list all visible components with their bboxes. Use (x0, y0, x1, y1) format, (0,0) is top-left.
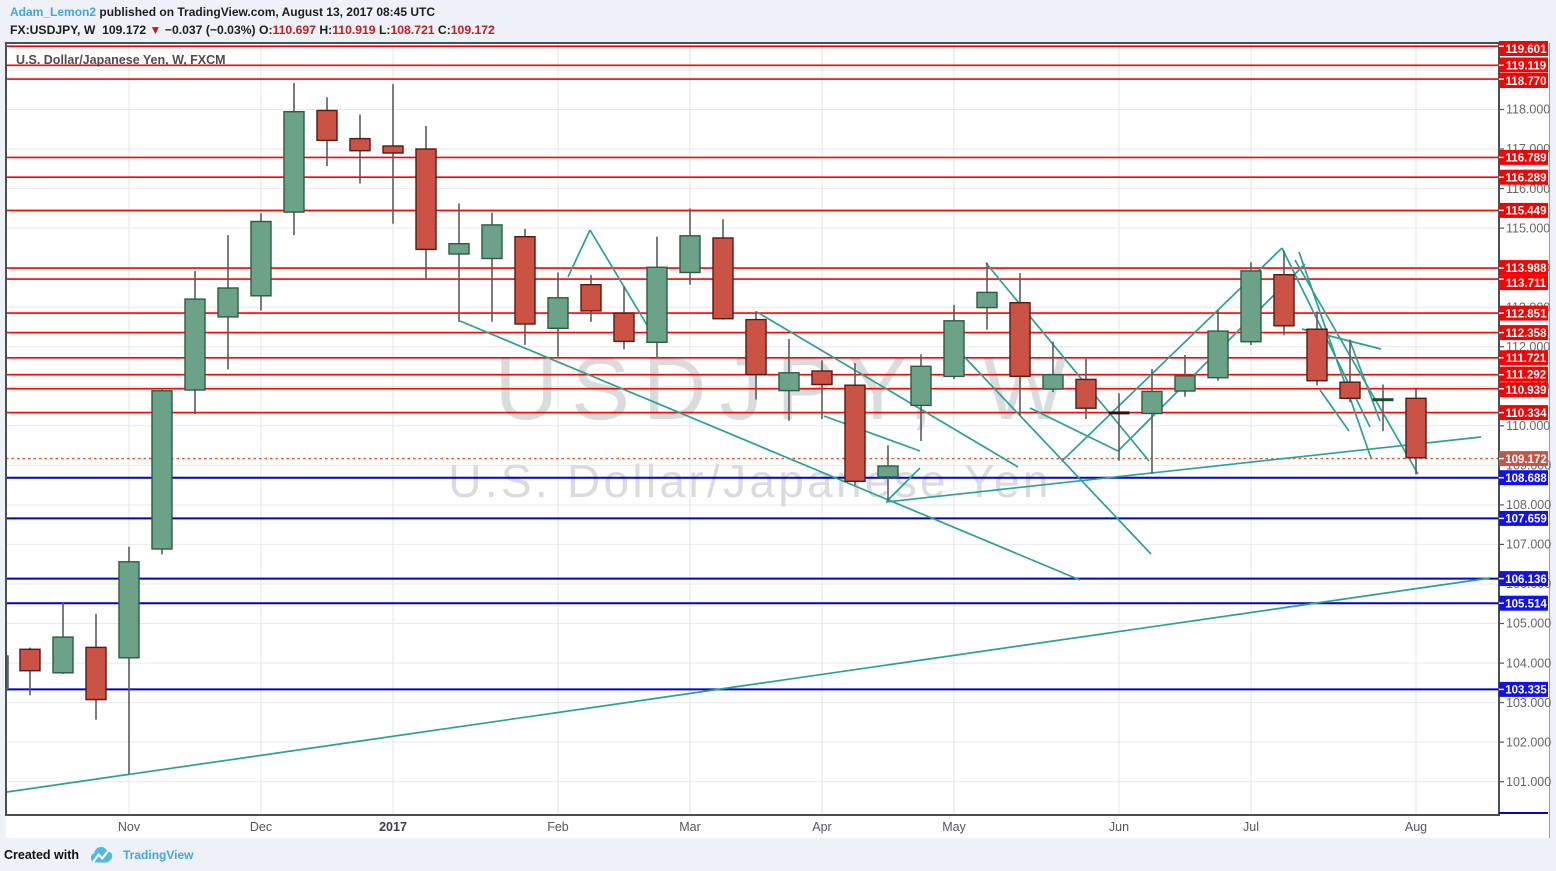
svg-text:116.000: 116.000 (1506, 182, 1550, 196)
svg-text:116.789: 116.789 (1506, 153, 1547, 165)
svg-text:Jul: Jul (1243, 820, 1259, 834)
svg-text:113.711: 113.711 (1506, 278, 1547, 290)
svg-text:Jun: Jun (1109, 820, 1129, 834)
svg-text:U.S. Dollar/Japanese Yen, W, F: U.S. Dollar/Japanese Yen, W, FXCM (16, 53, 226, 67)
svg-text:111.292: 111.292 (1506, 370, 1546, 382)
svg-text:110.000: 110.000 (1506, 419, 1550, 433)
svg-text:112.851: 112.851 (1506, 308, 1548, 320)
svg-text:109.172: 109.172 (1505, 454, 1547, 466)
svg-text:105.000: 105.000 (1506, 617, 1551, 631)
svg-text:118.000: 118.000 (1506, 103, 1550, 117)
svg-text:108.688: 108.688 (1505, 473, 1547, 485)
svg-text:Feb: Feb (547, 820, 569, 834)
svg-text:113.988: 113.988 (1506, 263, 1548, 275)
svg-text:107.659: 107.659 (1505, 514, 1547, 526)
svg-text:U.S. Dollar/Japanese Yen: U.S. Dollar/Japanese Yen (448, 455, 1051, 507)
svg-text:118.770: 118.770 (1506, 76, 1547, 88)
svg-text:108.000: 108.000 (1506, 498, 1551, 512)
svg-text:106.136: 106.136 (1505, 574, 1547, 586)
svg-text:104.000: 104.000 (1506, 656, 1551, 670)
svg-text:110.334: 110.334 (1506, 408, 1548, 420)
svg-text:103.000: 103.000 (1506, 696, 1551, 710)
svg-text:103.335: 103.335 (1505, 685, 1547, 697)
svg-text:115.000: 115.000 (1506, 221, 1550, 235)
svg-text:111.721: 111.721 (1506, 353, 1547, 365)
svg-text:112.358: 112.358 (1506, 328, 1548, 340)
svg-text:119.119: 119.119 (1506, 60, 1546, 72)
svg-text:102.000: 102.000 (1506, 735, 1551, 749)
svg-text:Dec: Dec (250, 820, 272, 834)
svg-text:110.939: 110.939 (1506, 385, 1547, 397)
svg-text:Apr: Apr (812, 820, 831, 834)
svg-text:115.449: 115.449 (1506, 206, 1547, 218)
svg-text:107.000: 107.000 (1506, 538, 1551, 552)
svg-text:2017: 2017 (379, 820, 407, 834)
svg-text:Mar: Mar (679, 820, 701, 834)
svg-text:101.000: 101.000 (1506, 775, 1551, 789)
svg-text:Nov: Nov (118, 820, 141, 834)
svg-text:105.514: 105.514 (1505, 599, 1547, 611)
svg-text:May: May (942, 820, 966, 834)
svg-text:Aug: Aug (1405, 820, 1427, 834)
svg-text:116.289: 116.289 (1506, 173, 1547, 185)
svg-text:119.601: 119.601 (1506, 44, 1548, 56)
